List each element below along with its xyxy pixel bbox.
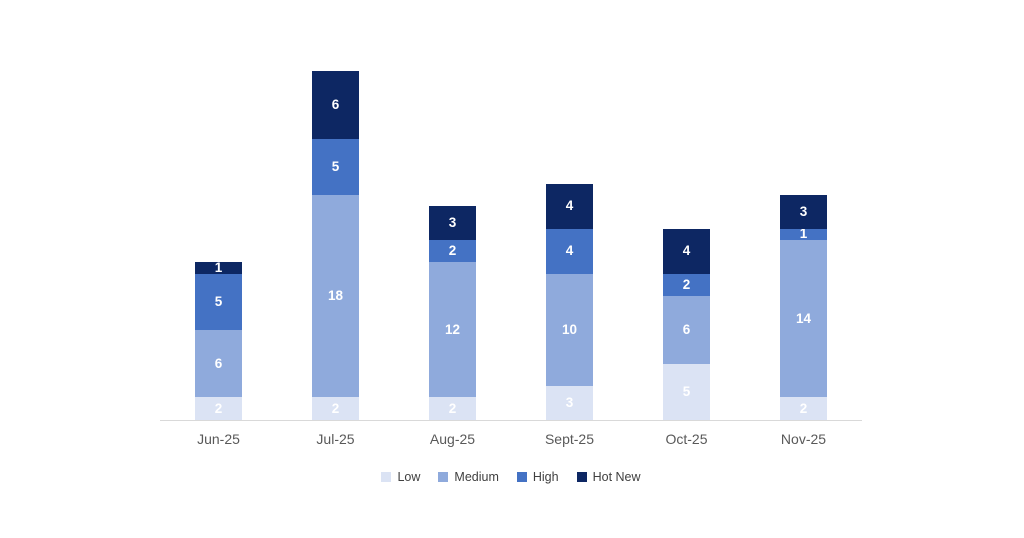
- bar-segment-hot-new: 4: [546, 183, 593, 229]
- bar-segment-hot-new: 4: [663, 228, 710, 274]
- legend-swatch-icon: [576, 472, 587, 482]
- legend-swatch-icon: [438, 472, 449, 482]
- bar-segment-high: 5: [312, 138, 359, 195]
- bar-segment-medium: 18: [312, 194, 359, 398]
- bar-segment-high: 2: [663, 273, 710, 297]
- x-axis-label: Nov-25: [780, 431, 827, 447]
- bar-value-label: 4: [565, 243, 574, 259]
- legend-item-low: Low: [381, 470, 420, 484]
- bar-segment-low: 2: [312, 397, 359, 420]
- bar-value-label: 2: [331, 400, 340, 416]
- bar-segment-hot-new: 1: [195, 260, 242, 276]
- bar-segment-hot-new: 3: [429, 206, 476, 240]
- bar-value-label: 14: [795, 310, 812, 326]
- bar-segment-low: 2: [429, 397, 476, 420]
- legend-label: Hot New: [592, 470, 641, 484]
- bar-value-label: 1: [799, 226, 808, 242]
- bar-segment-high: 4: [546, 228, 593, 274]
- bar-value-label: 6: [214, 355, 223, 371]
- bar-segment-medium: 12: [429, 262, 476, 398]
- bar-value-label: 1: [214, 260, 223, 276]
- bar-segment-low: 2: [780, 397, 827, 420]
- legend-swatch-icon: [516, 472, 527, 482]
- x-axis-line: [160, 420, 862, 421]
- bar-value-label: 2: [799, 400, 808, 416]
- legend-label: Medium: [454, 470, 499, 484]
- bar-value-label: 18: [327, 288, 344, 304]
- bar-value-label: 2: [682, 277, 691, 293]
- legend-item-hot-new: Hot New: [576, 470, 641, 484]
- bar-value-label: 4: [565, 198, 574, 214]
- x-axis-label: Aug-25: [429, 431, 476, 447]
- bar-segment-low: 3: [546, 386, 593, 420]
- bar-segment-medium: 10: [546, 273, 593, 387]
- bar-segment-medium: 6: [663, 296, 710, 364]
- bar-value-label: 10: [561, 322, 578, 338]
- bar-value-label: 5: [214, 294, 223, 310]
- bar-value-label: 5: [682, 384, 691, 400]
- x-axis-label: Oct-25: [665, 431, 708, 447]
- bar-value-label: 5: [331, 158, 340, 174]
- legend-swatch-icon: [381, 472, 392, 482]
- bar-value-label: 3: [565, 395, 574, 411]
- bar-value-label: 3: [799, 203, 808, 219]
- x-axis-label: Jul-25: [316, 431, 355, 447]
- bar-segment-high: 1: [780, 226, 827, 242]
- bar-segment-low: 5: [663, 363, 710, 420]
- bar-value-label: 2: [448, 243, 457, 259]
- bar-segment-hot-new: 6: [312, 71, 359, 139]
- bar-value-label: 6: [331, 97, 340, 113]
- bar-value-label: 2: [214, 400, 223, 416]
- legend-label: Low: [397, 470, 421, 484]
- bar-value-label: 3: [448, 215, 457, 231]
- bar-value-label: 2: [448, 400, 457, 416]
- bar-segment-high: 5: [195, 273, 242, 330]
- bar-value-label: 6: [682, 322, 691, 338]
- legend-item-high: High: [516, 470, 559, 484]
- legend-item-medium: Medium: [438, 470, 499, 484]
- bar-segment-hot-new: 3: [780, 194, 827, 229]
- bar-value-label: 12: [444, 322, 461, 338]
- x-axis-label: Jun-25: [197, 431, 240, 447]
- bar-segment-medium: 6: [195, 329, 242, 398]
- bar-segment-medium: 14: [780, 239, 827, 398]
- x-axis-label: Sept-25: [544, 431, 595, 447]
- chart-legend: Low Medium High Hot New: [160, 470, 862, 484]
- bar-segment-low: 2: [195, 397, 242, 420]
- bar-segment-high: 2: [429, 239, 476, 263]
- legend-label: High: [532, 470, 559, 484]
- bar-value-label: 4: [682, 243, 691, 259]
